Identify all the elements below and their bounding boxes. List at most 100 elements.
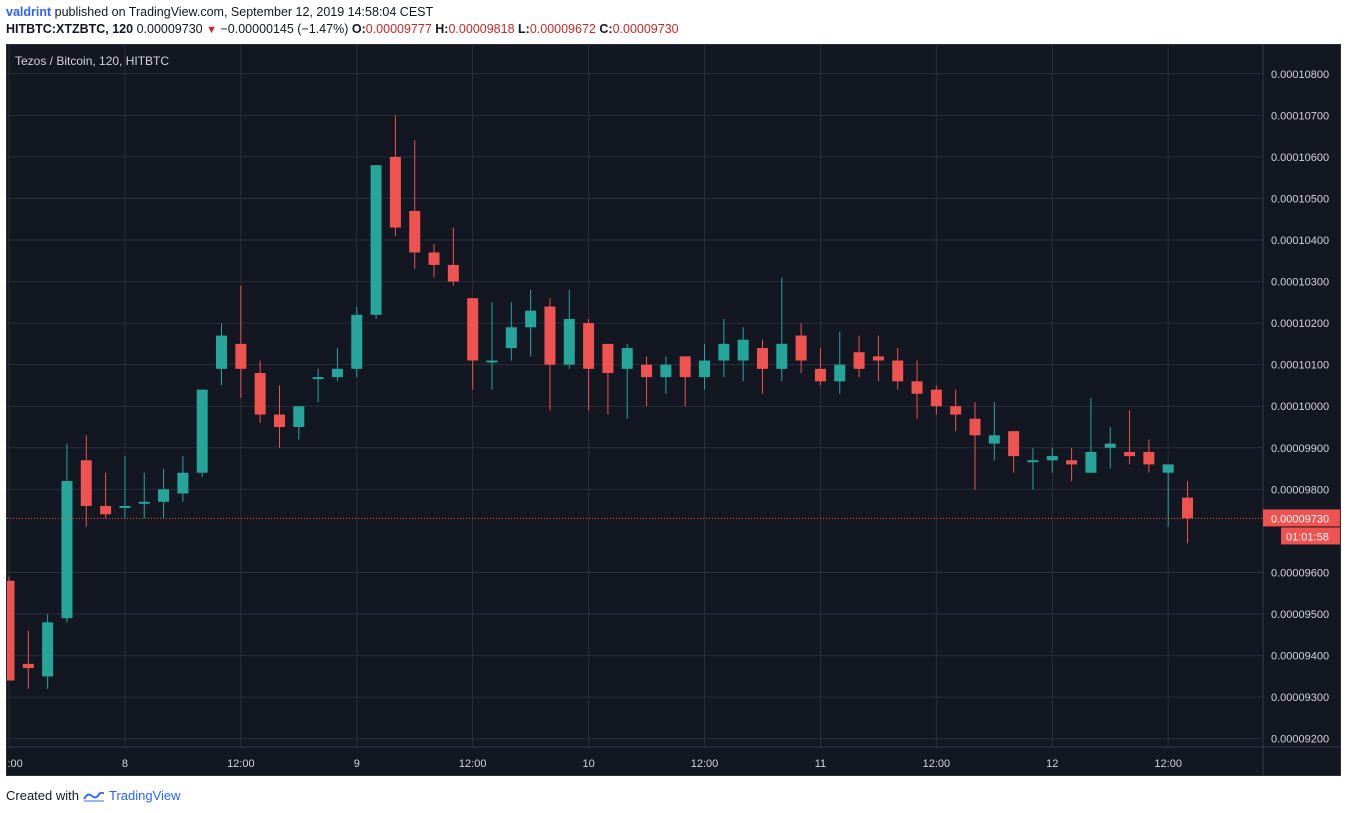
high-value: 0.00009818 bbox=[448, 22, 515, 36]
candle-body[interactable] bbox=[370, 165, 382, 315]
time-tick-label: 12:00 bbox=[459, 758, 487, 770]
tradingview-logo-icon[interactable] bbox=[83, 789, 105, 803]
candle-body[interactable] bbox=[80, 460, 92, 506]
candle-body[interactable] bbox=[679, 356, 691, 378]
candle-body[interactable] bbox=[177, 472, 189, 494]
footer: Created with TradingView bbox=[6, 788, 181, 803]
price-tick-label: 0.00009900 bbox=[1271, 443, 1329, 455]
down-arrow-icon: ▼ bbox=[206, 24, 217, 36]
price-tick-label: 0.00010000 bbox=[1271, 401, 1329, 413]
candle-body[interactable] bbox=[1104, 443, 1116, 448]
price-tick-label: 0.00010100 bbox=[1271, 360, 1329, 372]
last-price-tag bbox=[1263, 509, 1340, 527]
price-tick-label: 0.00010800 bbox=[1271, 69, 1329, 81]
candle-body[interactable] bbox=[447, 264, 459, 282]
low-value: 0.00009672 bbox=[529, 22, 596, 36]
candle-body[interactable] bbox=[351, 314, 363, 369]
time-tick-label: 12:00 bbox=[227, 758, 255, 770]
time-tick-label: 12 bbox=[1046, 758, 1058, 770]
candle-body[interactable] bbox=[563, 318, 575, 365]
publisher-username[interactable]: valdrint bbox=[6, 5, 52, 19]
publisher-line: valdrint published on TradingView.com, S… bbox=[6, 5, 433, 21]
candle-body[interactable] bbox=[583, 323, 595, 369]
candlestick-chart[interactable]: 0.00010800 0.00010700 0.00010600 0.00010500… bbox=[7, 45, 1340, 775]
candle-body[interactable] bbox=[7, 580, 15, 681]
candle-body[interactable] bbox=[312, 377, 324, 380]
candle-body[interactable] bbox=[525, 310, 537, 328]
chart-panel[interactable]: 0.00010800 0.00010700 0.00010600 0.00010500… bbox=[6, 44, 1341, 776]
candle-body[interactable] bbox=[602, 343, 614, 373]
candle-body[interactable] bbox=[409, 210, 421, 253]
candle-body[interactable] bbox=[699, 360, 711, 378]
time-tick-label: 12:00 bbox=[7, 758, 23, 770]
candle-body[interactable] bbox=[505, 327, 517, 349]
time-tick-label: 9 bbox=[354, 758, 360, 770]
candle-body[interactable] bbox=[872, 356, 884, 361]
candle-body[interactable] bbox=[1027, 460, 1039, 463]
last-price: 0.00009730 bbox=[136, 22, 203, 36]
candle-body[interactable] bbox=[544, 306, 556, 365]
candle-body[interactable] bbox=[119, 505, 131, 508]
candle-body[interactable] bbox=[293, 406, 305, 428]
price-tick-label: 0.00009500 bbox=[1271, 609, 1329, 621]
candle-body[interactable] bbox=[814, 368, 826, 382]
candle-body[interactable] bbox=[737, 339, 749, 361]
candle-body[interactable] bbox=[254, 372, 266, 415]
candle-body[interactable] bbox=[389, 156, 401, 228]
candle-body[interactable] bbox=[1182, 497, 1194, 519]
tradingview-brand-link[interactable]: TradingView bbox=[108, 788, 181, 803]
candle-body[interactable] bbox=[1008, 431, 1020, 457]
price-tick-label: 0.00009400 bbox=[1271, 651, 1329, 663]
candle-body[interactable] bbox=[196, 389, 208, 473]
candle-body[interactable] bbox=[1124, 451, 1136, 457]
candle-body[interactable] bbox=[467, 298, 479, 361]
created-with-text: Created with bbox=[6, 788, 79, 803]
candle-body[interactable] bbox=[1143, 451, 1155, 465]
candle-body[interactable] bbox=[138, 501, 150, 504]
candle-body[interactable] bbox=[1085, 451, 1097, 473]
candle-body[interactable] bbox=[273, 414, 285, 428]
candle-body[interactable] bbox=[235, 343, 247, 369]
candle-body[interactable] bbox=[1162, 464, 1174, 473]
price-tick-label: 0.00010400 bbox=[1271, 235, 1329, 247]
candle-body[interactable] bbox=[718, 343, 730, 361]
candle-body[interactable] bbox=[42, 622, 54, 677]
candle-body[interactable] bbox=[641, 364, 653, 378]
high-label: H: bbox=[435, 22, 449, 36]
price-tick-label: 0.00009300 bbox=[1271, 692, 1329, 704]
open-label: O: bbox=[351, 22, 366, 36]
candle-body[interactable] bbox=[834, 364, 846, 382]
candle-body[interactable] bbox=[22, 663, 34, 669]
close-label: C: bbox=[599, 22, 613, 36]
candle-body[interactable] bbox=[1046, 456, 1058, 461]
candle-body[interactable] bbox=[331, 368, 343, 378]
candle-body[interactable] bbox=[158, 489, 170, 502]
candle-body[interactable] bbox=[216, 335, 228, 369]
candle-body[interactable] bbox=[988, 435, 1000, 444]
candle-body[interactable] bbox=[930, 389, 942, 407]
candle-body[interactable] bbox=[892, 360, 904, 382]
candle-body[interactable] bbox=[756, 348, 768, 369]
candle-body[interactable] bbox=[969, 418, 981, 436]
candle-body[interactable] bbox=[100, 505, 112, 515]
candle-body[interactable] bbox=[853, 352, 865, 369]
candle-body[interactable] bbox=[428, 252, 440, 265]
price-tick-label: 0.00010600 bbox=[1271, 152, 1329, 164]
last-price-tag-label: 0.00009730 bbox=[1271, 513, 1329, 525]
countdown-tag-label: 01:01:58 bbox=[1286, 531, 1329, 543]
candle-body[interactable] bbox=[486, 360, 498, 363]
price-tick-label: 0.00010200 bbox=[1271, 318, 1329, 330]
candle-body[interactable] bbox=[911, 381, 923, 394]
candle-body[interactable] bbox=[621, 348, 633, 369]
price-tick-label: 0.00009600 bbox=[1271, 567, 1329, 579]
candle-body[interactable] bbox=[61, 481, 73, 619]
time-tick-label: 12:00 bbox=[1154, 758, 1182, 770]
candle-body[interactable] bbox=[950, 406, 962, 415]
chart-background bbox=[7, 45, 1340, 775]
candle-body[interactable] bbox=[660, 364, 672, 378]
close-value: 0.00009730 bbox=[612, 22, 679, 36]
chart-title: Tezos / Bitcoin, 120, HITBTC bbox=[15, 54, 169, 68]
candle-body[interactable] bbox=[795, 335, 807, 361]
candle-body[interactable] bbox=[776, 343, 788, 369]
candle-body[interactable] bbox=[1066, 460, 1078, 465]
